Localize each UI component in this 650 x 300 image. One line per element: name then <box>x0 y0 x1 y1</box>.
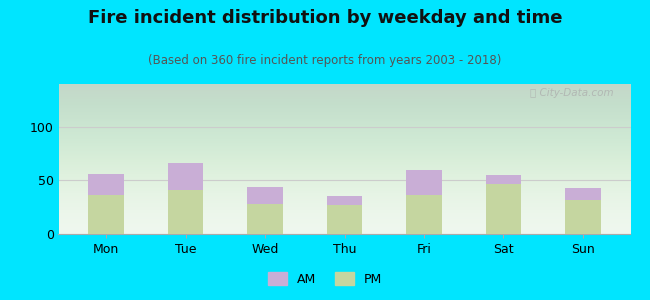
Bar <box>247 204 283 234</box>
Bar <box>326 196 363 205</box>
Text: Fire incident distribution by weekday and time: Fire incident distribution by weekday an… <box>88 9 562 27</box>
Bar <box>168 190 203 234</box>
Bar <box>565 200 601 234</box>
Bar <box>88 174 124 195</box>
Bar <box>565 188 601 200</box>
Bar <box>486 175 521 184</box>
Bar <box>406 195 442 234</box>
Bar <box>406 170 442 195</box>
Legend: AM, PM: AM, PM <box>263 267 387 291</box>
Bar <box>326 205 363 234</box>
Bar <box>168 163 203 190</box>
Bar <box>88 195 124 234</box>
Bar <box>247 187 283 204</box>
Text: (Based on 360 fire incident reports from years 2003 - 2018): (Based on 360 fire incident reports from… <box>148 54 502 67</box>
Bar <box>486 184 521 234</box>
Text: Ⓢ City-Data.com: Ⓢ City-Data.com <box>530 88 614 98</box>
